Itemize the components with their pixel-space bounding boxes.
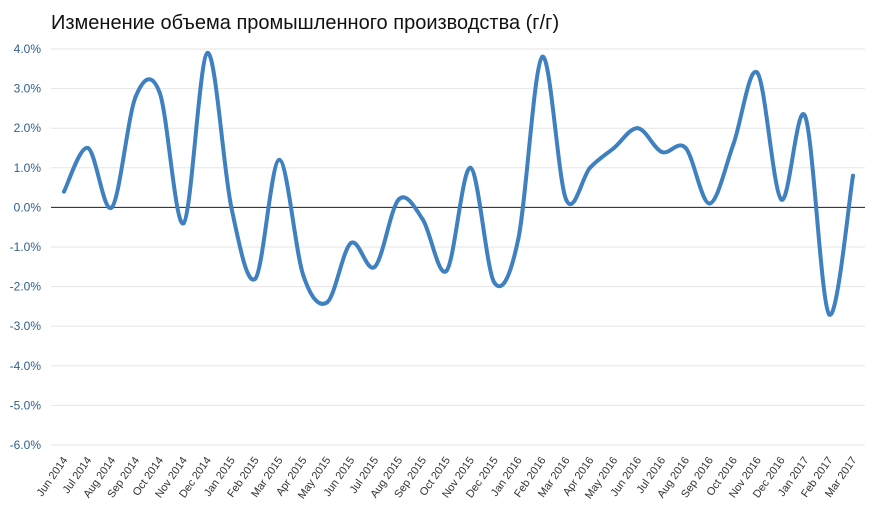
data-point: [707, 201, 712, 206]
data-points: [62, 50, 855, 317]
y-tick-label: 2.0%: [14, 121, 42, 135]
data-point: [851, 173, 855, 178]
data-point: [803, 114, 808, 119]
data-point: [755, 70, 760, 75]
data-point: [540, 54, 545, 59]
data-point: [492, 280, 497, 285]
data-point: [659, 149, 664, 154]
data-point: [157, 90, 162, 95]
data-point: [444, 268, 449, 273]
data-point: [611, 146, 616, 150]
data-point: [588, 165, 592, 170]
data-point: [133, 94, 138, 99]
y-tick-label: 0.0%: [14, 200, 42, 214]
y-tick-label: 1.0%: [14, 161, 42, 175]
y-tick-label: -1.0%: [10, 240, 42, 254]
series-line: [62, 50, 855, 317]
data-point: [779, 197, 784, 202]
y-tick-label: -5.0%: [10, 398, 42, 412]
y-tick-label: 3.0%: [14, 82, 42, 96]
data-point: [325, 300, 329, 305]
data-point: [62, 189, 66, 194]
data-point: [396, 197, 401, 202]
data-point: [468, 165, 473, 170]
y-tick-label: -6.0%: [10, 438, 42, 452]
data-point: [564, 197, 569, 202]
data-point: [731, 142, 736, 147]
data-point: [205, 50, 210, 55]
data-point: [372, 264, 377, 269]
data-point: [516, 237, 521, 242]
data-point: [683, 146, 688, 150]
data-point: [277, 157, 282, 162]
data-point: [85, 146, 90, 150]
gridlines: [51, 48, 865, 446]
data-point: [301, 272, 306, 277]
data-point: [420, 217, 425, 222]
y-axis-ticks: 4.0% 3.0% 2.0% 1.0% 0.0% -1.0% -2.0% -3.0% -4.0%…: [10, 42, 42, 452]
y-tick-label: -4.0%: [10, 359, 42, 373]
data-point: [181, 221, 186, 226]
data-point: [229, 205, 234, 210]
data-point: [348, 241, 353, 246]
y-tick-label: 4.0%: [14, 42, 42, 56]
data-point: [827, 312, 832, 317]
y-tick-label: -2.0%: [10, 280, 42, 294]
y-tick-label: -3.0%: [10, 319, 42, 333]
chart-title: Изменение объема промышленного производс…: [51, 12, 560, 34]
data-point: [109, 205, 114, 210]
data-point: [253, 276, 258, 281]
data-point: [635, 126, 640, 131]
